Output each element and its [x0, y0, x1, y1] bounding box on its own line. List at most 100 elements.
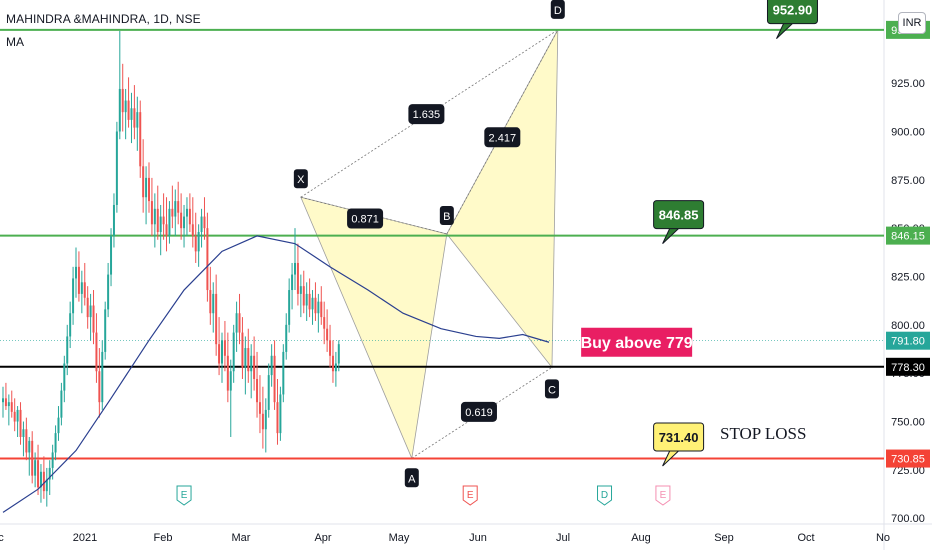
ratio-label-text: 0.619: [465, 407, 493, 419]
candle-body: [212, 293, 215, 314]
candle-body: [145, 177, 148, 198]
y-tick-label: 700.00: [891, 513, 925, 525]
candle-body: [133, 108, 136, 128]
candle-body: [308, 293, 311, 310]
candle-body: [183, 216, 186, 229]
candle-body: [7, 402, 10, 407]
candle-body: [110, 235, 113, 275]
candle-body: [159, 216, 162, 233]
x-tick-label: Jun: [469, 532, 487, 544]
candle-body: [311, 297, 314, 310]
candle-body: [66, 336, 69, 364]
candle-body: [42, 471, 45, 492]
candle-body: [75, 266, 77, 279]
x-tick-label: Aug: [631, 532, 651, 544]
point-label-b: [439, 205, 454, 225]
candle-body: [188, 208, 191, 225]
candle-body: [331, 355, 334, 372]
candle-body: [69, 313, 72, 337]
callout-box: [653, 200, 705, 230]
candle-body: [37, 460, 40, 488]
callout-pointer: [662, 448, 682, 467]
candle-body: [98, 371, 101, 403]
candle-body: [215, 293, 218, 345]
y-tick-label: 925.00: [891, 78, 925, 90]
y-tick-label: 750.00: [891, 417, 925, 429]
candle-body: [13, 411, 16, 422]
candle-body: [136, 112, 139, 128]
candle-body: [25, 429, 28, 453]
point-label-text: D: [554, 5, 562, 17]
x-tick-label: Mar: [232, 532, 251, 544]
candle-body: [168, 208, 171, 236]
candle-body: [323, 317, 326, 329]
candle-body: [244, 348, 247, 368]
candle-body: [165, 224, 168, 236]
candle-body: [51, 452, 54, 468]
candle-body: [288, 290, 291, 325]
candle-body: [4, 398, 7, 407]
candle-body: [156, 208, 159, 233]
event-marker-text: D: [601, 490, 608, 501]
price-axis-label: [886, 449, 930, 468]
candle-body: [334, 363, 337, 372]
y-tick-label: 725.00: [891, 465, 925, 477]
candle-body: [127, 100, 130, 120]
candle-body: [34, 460, 37, 476]
candle-body: [153, 208, 156, 225]
candle-body: [320, 301, 323, 318]
callout-box: [653, 422, 705, 452]
candle-body: [253, 355, 256, 379]
candle-body: [285, 324, 288, 352]
candle-body: [95, 332, 98, 372]
candle-body: [121, 88, 124, 113]
candle-body: [200, 216, 203, 233]
price-axis-label-text: 730.85: [891, 454, 925, 466]
candle-body: [19, 409, 22, 437]
candle-body: [39, 471, 42, 488]
candle-body: [107, 274, 110, 310]
symbol-title[interactable]: MAHINDRA &MAHINDRA, 1D, NSE: [6, 12, 201, 26]
candle-body: [238, 313, 241, 333]
candle-body: [180, 212, 183, 229]
event-marker-text: E: [660, 490, 667, 501]
candle-body: [258, 402, 261, 414]
candle-body: [31, 440, 34, 476]
candle-body: [10, 402, 13, 412]
candle-body: [209, 290, 212, 314]
ratio-label: [460, 401, 497, 422]
candle-body: [279, 394, 282, 434]
x-tick-label: Oct: [797, 532, 814, 544]
candle-body: [256, 378, 259, 403]
candle-body: [83, 282, 86, 298]
candle-body: [80, 282, 83, 294]
event-marker: [462, 485, 478, 506]
candle-body: [124, 100, 127, 113]
candle-body: [326, 328, 329, 341]
candle-body: [294, 262, 296, 275]
candle-body: [130, 108, 133, 120]
candle-body: [267, 375, 270, 410]
candle-body: [314, 297, 317, 314]
candle-body: [174, 201, 177, 217]
callout-text: 846.85: [659, 208, 699, 223]
point-label-a: [404, 468, 419, 488]
candle-body: [337, 344, 340, 364]
candle-body: [57, 417, 60, 434]
candle-body: [89, 305, 92, 318]
point-label-text: A: [408, 473, 416, 485]
point-label-d: [550, 0, 565, 19]
y-tick-label: 825.00: [891, 272, 925, 284]
callout-text: 731.40: [659, 430, 699, 445]
candle-body: [60, 390, 63, 418]
candle-body: [28, 440, 31, 453]
currency-badge[interactable]: INR: [898, 12, 926, 34]
candle-body: [150, 201, 153, 225]
candle-body: [185, 208, 188, 217]
candle-body: [229, 371, 232, 391]
indicator-label[interactable]: MA: [6, 35, 24, 49]
buy-above-label: [580, 326, 694, 358]
x-tick-label: Apr: [314, 532, 331, 544]
